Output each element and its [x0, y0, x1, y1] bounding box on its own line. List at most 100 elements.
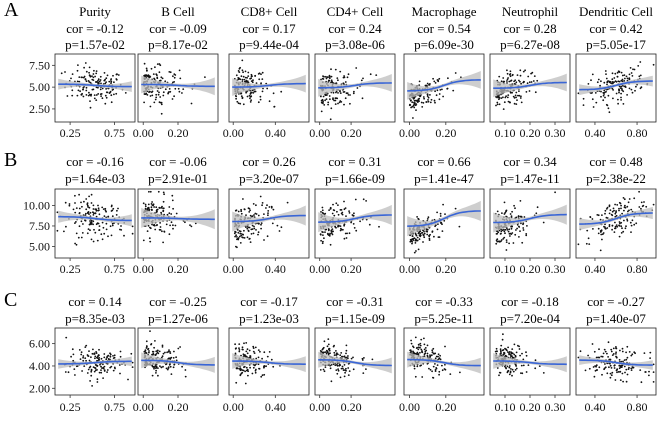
data-point	[507, 100, 510, 103]
panel-frame-B-0	[54, 188, 136, 259]
data-point	[280, 226, 283, 229]
data-point	[602, 99, 605, 102]
data-point	[155, 367, 157, 370]
data-point	[354, 198, 357, 201]
data-point	[340, 209, 343, 211]
data-point	[510, 355, 512, 358]
data-point	[330, 68, 332, 71]
data-point	[157, 367, 159, 369]
x-tick-label: 0.10	[495, 400, 516, 414]
data-point	[242, 198, 244, 200]
data-point	[347, 355, 349, 357]
data-point	[103, 232, 106, 235]
data-point	[616, 369, 618, 371]
data-point	[348, 210, 350, 213]
data-point	[81, 370, 83, 372]
data-point	[417, 217, 420, 220]
column-header-4: Macrophage	[412, 4, 477, 19]
data-point	[349, 102, 351, 105]
x-tick-label: 0.20	[520, 126, 541, 140]
x-tick-label: 0.20	[520, 262, 541, 276]
data-point	[496, 240, 499, 243]
data-point	[92, 211, 94, 214]
data-point	[626, 205, 629, 208]
data-point	[530, 81, 533, 83]
data-point	[337, 353, 339, 356]
data-point	[429, 355, 432, 358]
data-point	[104, 209, 107, 212]
data-point	[76, 80, 79, 83]
data-point	[441, 230, 444, 233]
x-tick-label: 0.00	[399, 400, 420, 414]
data-point	[144, 207, 147, 210]
data-point	[433, 352, 436, 355]
data-point	[147, 74, 150, 77]
data-point	[104, 94, 107, 97]
data-point	[96, 355, 99, 358]
data-point	[515, 367, 518, 370]
data-point	[593, 350, 596, 353]
data-point	[181, 92, 183, 94]
data-point	[534, 359, 537, 362]
data-point	[505, 249, 508, 251]
data-point	[324, 99, 326, 102]
data-point	[179, 77, 182, 80]
data-point	[348, 232, 351, 235]
data-point	[239, 242, 242, 244]
data-point	[652, 363, 655, 366]
data-point	[88, 223, 91, 226]
data-point	[85, 86, 88, 89]
data-point	[80, 353, 83, 356]
data-point	[249, 366, 252, 369]
data-point	[536, 206, 539, 209]
data-point	[102, 363, 104, 366]
data-point	[616, 204, 619, 206]
data-point	[505, 241, 508, 244]
data-point	[110, 80, 113, 83]
data-point	[352, 223, 355, 225]
data-point	[276, 224, 279, 227]
data-point	[245, 91, 248, 94]
data-point	[527, 75, 530, 78]
data-point	[102, 208, 105, 211]
data-point	[165, 363, 167, 366]
data-point	[169, 357, 172, 360]
data-point	[249, 356, 252, 359]
x-tick-label: 0.40	[265, 262, 286, 276]
data-point	[250, 73, 253, 76]
data-point	[617, 371, 620, 373]
data-point	[96, 369, 98, 371]
data-point	[513, 353, 516, 356]
data-point	[329, 98, 331, 101]
data-point	[595, 365, 597, 368]
data-point	[621, 350, 624, 353]
data-point	[603, 368, 605, 371]
data-point	[520, 215, 522, 218]
data-point	[78, 349, 81, 351]
data-point	[588, 243, 591, 246]
data-point	[155, 365, 158, 368]
data-point	[267, 212, 269, 215]
data-point	[522, 70, 525, 73]
data-point	[502, 77, 505, 79]
data-point	[340, 227, 342, 230]
data-point	[615, 211, 617, 214]
data-point	[501, 229, 504, 232]
data-point	[239, 230, 242, 233]
data-point	[146, 230, 149, 233]
data-point	[166, 351, 169, 354]
data-point	[347, 73, 350, 76]
data-point	[240, 95, 243, 98]
data-point	[101, 221, 104, 224]
data-point	[510, 227, 513, 230]
data-point	[109, 225, 112, 228]
data-point	[248, 207, 251, 210]
data-point	[104, 102, 107, 105]
data-point	[149, 227, 152, 230]
data-point	[258, 78, 261, 81]
data-point	[416, 101, 419, 103]
data-point	[629, 67, 632, 69]
data-point	[611, 87, 614, 90]
panel-frame-C-4	[403, 327, 485, 396]
data-point	[420, 364, 422, 367]
